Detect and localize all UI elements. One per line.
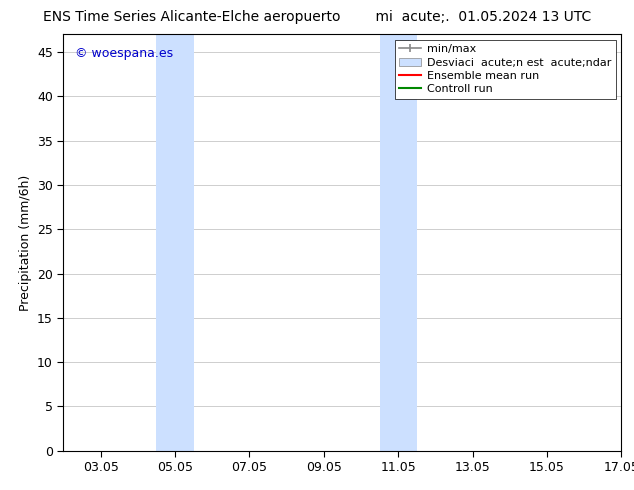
Y-axis label: Precipitation (mm/6h): Precipitation (mm/6h) <box>18 174 32 311</box>
Bar <box>380 34 417 451</box>
Bar <box>157 34 193 451</box>
Text: © woespana.es: © woespana.es <box>75 47 172 60</box>
Text: ENS Time Series Alicante-Elche aeropuerto        mi  acute;.  01.05.2024 13 UTC: ENS Time Series Alicante-Elche aeropuert… <box>43 10 591 24</box>
Legend: min/max, Desviaci  acute;n est  acute;ndar, Ensemble mean run, Controll run: min/max, Desviaci acute;n est acute;ndar… <box>395 40 616 99</box>
